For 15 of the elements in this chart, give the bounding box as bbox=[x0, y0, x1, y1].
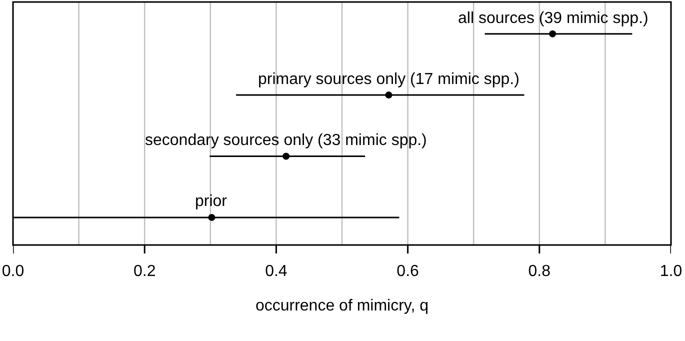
y-tick-label: secondary sources only (33 mimic spp.) bbox=[145, 132, 427, 149]
y-tick-label: all sources (39 mimic spp.) bbox=[458, 10, 648, 27]
y-tick-label: primary sources only (17 mimic spp.) bbox=[258, 71, 520, 88]
x-tick-label: 0.4 bbox=[265, 263, 288, 280]
y-tick-label: prior bbox=[195, 193, 228, 210]
point bbox=[385, 92, 392, 99]
x-tick-label: 0.8 bbox=[528, 263, 551, 280]
point bbox=[549, 30, 556, 38]
x-tick-label: 0.6 bbox=[396, 263, 420, 280]
point bbox=[282, 152, 290, 160]
x-tick-label: 0.0 bbox=[2, 263, 24, 280]
x-axis-title: occurrence of mimicry, q bbox=[255, 298, 429, 315]
x-tick-label: 1.0 bbox=[660, 263, 682, 280]
x-tick-label: 0.2 bbox=[133, 263, 156, 280]
point bbox=[208, 214, 216, 221]
